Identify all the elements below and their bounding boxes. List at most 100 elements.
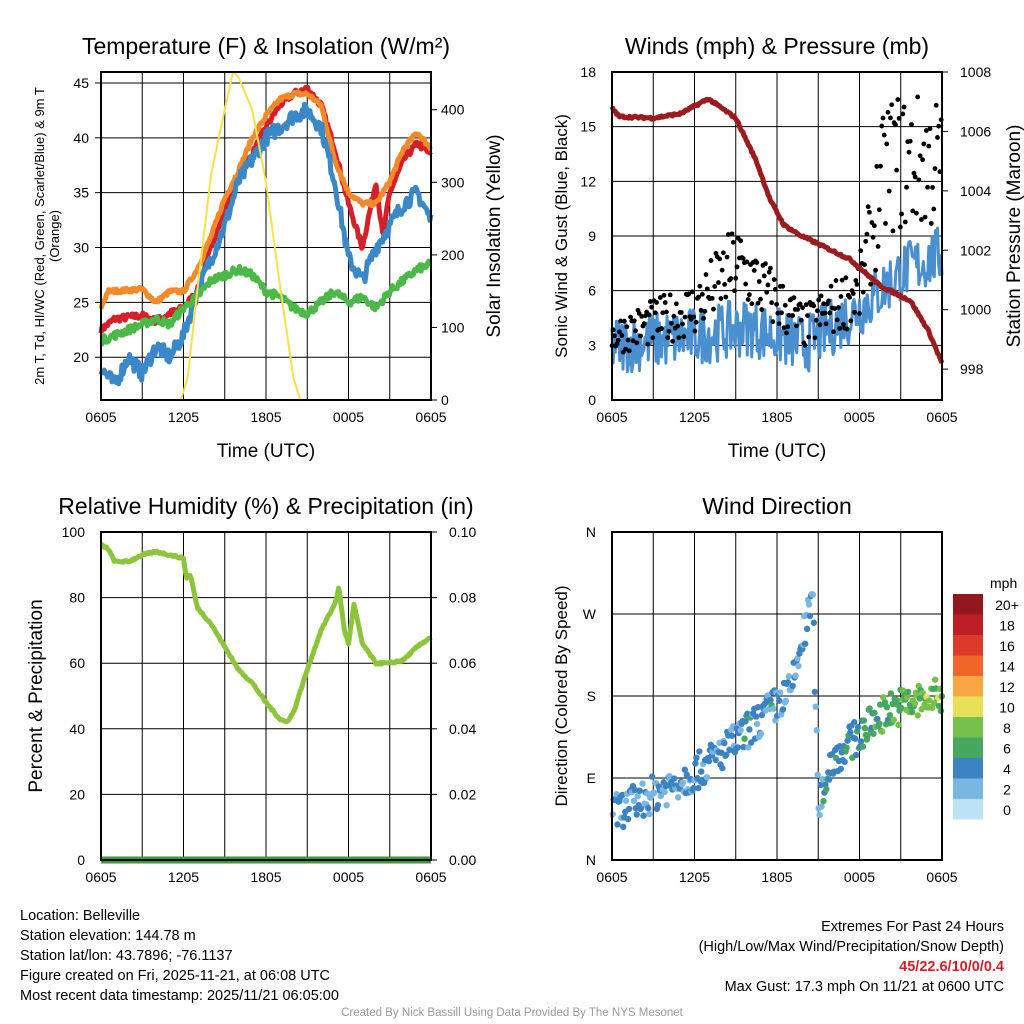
station-info: Location: Belleville Station elevation: …	[20, 906, 339, 1006]
x-tick-label: 0005	[844, 409, 875, 425]
gust-point	[833, 278, 839, 283]
gust-point	[784, 330, 789, 336]
direction-point	[794, 655, 801, 662]
gust-point	[883, 221, 888, 226]
y2-tick-label: 200	[441, 247, 465, 263]
direction-point	[640, 812, 647, 819]
gust-point	[746, 292, 752, 298]
x-tick-label: 1805	[250, 869, 281, 885]
y-tick-label: 40	[69, 721, 85, 737]
gust-point	[643, 313, 648, 319]
direction-point	[703, 774, 711, 781]
y-tick-label: N	[586, 524, 596, 540]
gust-point	[759, 307, 765, 312]
direction-point	[705, 757, 713, 765]
latlon: Station lat/lon: 43.7896; -76.1137	[20, 948, 233, 964]
gust-point	[914, 210, 919, 216]
gust-point	[813, 317, 819, 323]
legend-swatch	[953, 758, 983, 779]
direction-point	[837, 765, 844, 773]
gust-point	[766, 269, 772, 275]
gust-point	[864, 231, 870, 237]
gust-point	[619, 333, 625, 338]
legend-label: 18	[999, 618, 1015, 634]
gust-point	[650, 335, 656, 341]
gust-point	[716, 280, 721, 285]
direction-point	[723, 751, 730, 758]
direction-point	[630, 797, 638, 805]
gust-point	[839, 277, 845, 283]
y-tick-label: E	[587, 770, 596, 786]
gust-point	[890, 228, 896, 234]
gust-point	[628, 314, 633, 320]
y-tick-label: 15	[580, 119, 596, 135]
y2-tick-label: 998	[960, 361, 984, 377]
direction-point	[674, 794, 682, 801]
direction-point	[622, 797, 630, 804]
gust-point	[654, 300, 659, 305]
direction-point	[887, 690, 895, 697]
y-tick-label: 30	[73, 240, 89, 256]
gust-point	[811, 303, 817, 309]
direction-point	[779, 706, 787, 713]
legend-title: mph	[990, 575, 1017, 591]
direction-point	[930, 699, 938, 707]
direction-point	[650, 789, 658, 797]
gust-point	[743, 281, 749, 287]
gust-point	[922, 214, 928, 220]
gust-point	[662, 300, 668, 305]
y2-tick-label: 0.02	[449, 786, 476, 802]
direction-point	[663, 802, 670, 809]
direction-point	[728, 732, 736, 739]
direction-point	[823, 786, 830, 793]
direction-point	[792, 672, 799, 679]
direction-point	[844, 737, 851, 744]
direction-point	[721, 739, 728, 747]
gust-point	[917, 153, 923, 159]
direction-point	[904, 688, 912, 696]
gust-point	[723, 294, 729, 300]
gust-point	[680, 321, 685, 327]
direction-point	[782, 697, 790, 705]
legend-swatch	[953, 594, 983, 615]
gust-point	[904, 184, 909, 190]
gust-point	[868, 281, 874, 287]
legend-label: 14	[999, 659, 1015, 675]
x-tick-label: 1805	[250, 409, 281, 425]
gust-point	[660, 310, 666, 316]
gust-point	[745, 297, 751, 302]
gust-point	[797, 301, 803, 307]
gust-point	[928, 220, 934, 226]
gust-point	[782, 302, 788, 308]
gust-point	[821, 301, 827, 307]
gust-point	[828, 283, 834, 289]
direction-point	[904, 694, 911, 701]
gust-point	[832, 306, 838, 312]
direction-point	[770, 705, 777, 712]
gust-point	[848, 318, 854, 324]
direction-point	[753, 720, 761, 728]
gust-point	[847, 294, 852, 300]
legend-label: 20+	[995, 597, 1019, 613]
y-tick-label: 25	[73, 294, 89, 310]
gust-point	[717, 256, 723, 262]
direction-point	[620, 823, 627, 831]
series-station-pressure	[609, 96, 945, 365]
direction-point	[776, 689, 784, 696]
gust-point	[719, 267, 725, 273]
y2-tick-label: 0.00	[449, 852, 476, 868]
gust-point	[931, 206, 937, 212]
gust-point	[822, 310, 828, 316]
legend-swatch	[953, 717, 983, 738]
gust-point	[897, 224, 903, 230]
direction-point	[625, 805, 633, 813]
gust-point	[618, 318, 624, 324]
y-tick-label: N	[586, 852, 596, 868]
gust-point	[841, 322, 846, 327]
gust-point	[817, 322, 823, 328]
direction-point	[814, 771, 821, 778]
direction-point	[811, 688, 819, 696]
gust-point	[854, 282, 860, 287]
gust-point	[645, 341, 651, 347]
